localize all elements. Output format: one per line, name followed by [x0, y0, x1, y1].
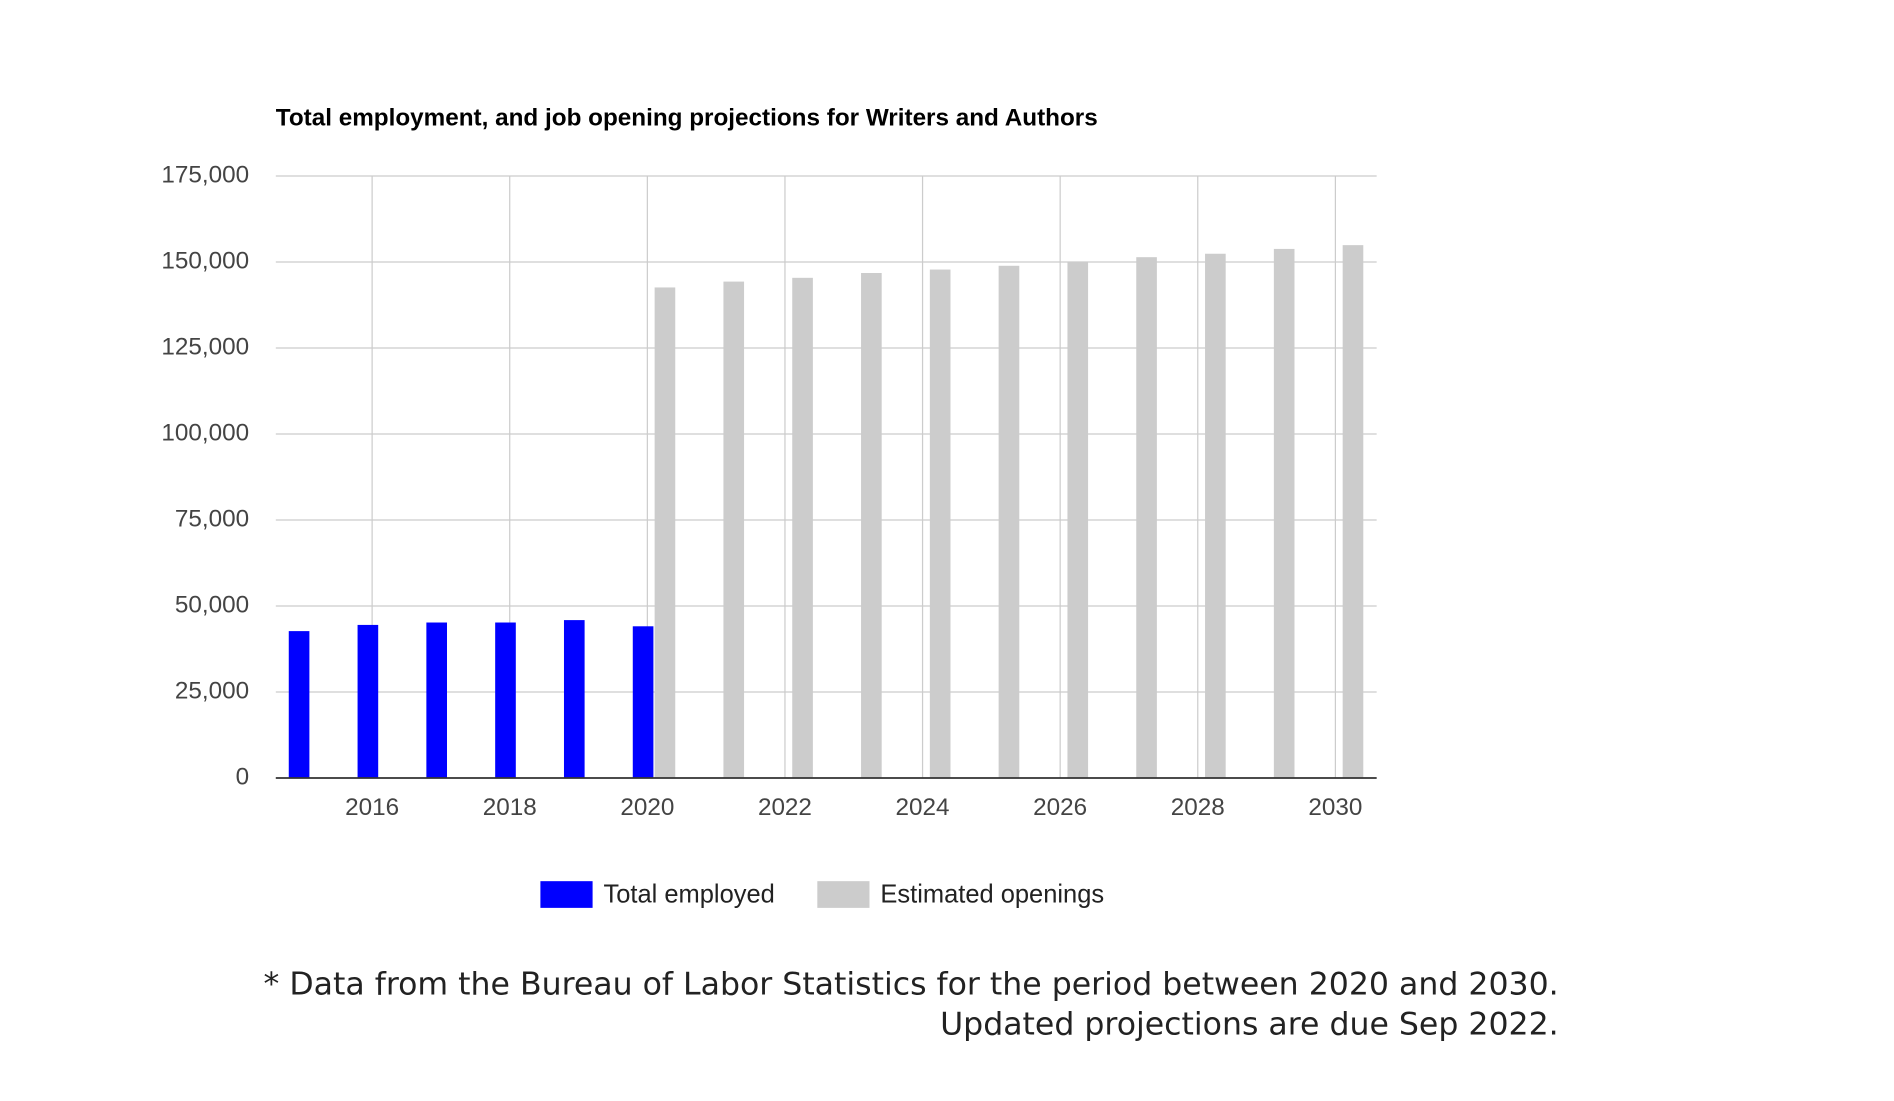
legend-label: Estimated openings	[880, 880, 1104, 908]
x-tick-label: 2028	[1171, 794, 1225, 821]
bar	[998, 265, 1020, 779]
bar	[723, 281, 745, 779]
footnote: * Data from the Bureau of Labor Statisti…	[264, 967, 1559, 1003]
y-tick-label: 0	[236, 763, 249, 790]
y-tick-label: 50,000	[175, 591, 249, 618]
bar	[654, 287, 676, 779]
y-tick-label: 100,000	[161, 419, 249, 446]
bar	[1205, 253, 1226, 779]
y-tick-label: 75,000	[175, 505, 249, 532]
y-tick-label: 125,000	[161, 333, 249, 360]
bar	[563, 620, 585, 779]
bar	[1067, 261, 1089, 779]
bar	[426, 622, 448, 779]
x-tick-label: 2024	[896, 794, 950, 821]
y-tick-label: 175,000	[161, 161, 249, 188]
footnote: Updated projections are due Sep 2022.	[940, 1007, 1559, 1043]
bar	[288, 631, 310, 779]
x-tick-label: 2022	[758, 794, 812, 821]
bar	[1136, 257, 1157, 779]
x-tick-label: 2018	[483, 794, 537, 821]
bar	[1342, 245, 1364, 779]
y-tick-label: 25,000	[175, 677, 249, 704]
legend-swatch	[540, 881, 593, 908]
x-tick-label: 2020	[620, 794, 674, 821]
y-tick-label: 150,000	[161, 247, 249, 274]
chart-title: Total employment, and job opening projec…	[276, 104, 1098, 131]
x-tick-label: 2030	[1308, 794, 1362, 821]
bar	[792, 277, 813, 779]
legend-label: Total employed	[604, 880, 775, 908]
bar	[495, 622, 516, 779]
legend-swatch	[817, 881, 870, 908]
bar	[929, 269, 951, 779]
bar	[632, 626, 654, 779]
x-tick-label: 2016	[345, 794, 399, 821]
bar	[357, 624, 379, 779]
bar	[1273, 248, 1295, 779]
x-tick-label: 2026	[1033, 794, 1087, 821]
bar	[861, 273, 882, 779]
